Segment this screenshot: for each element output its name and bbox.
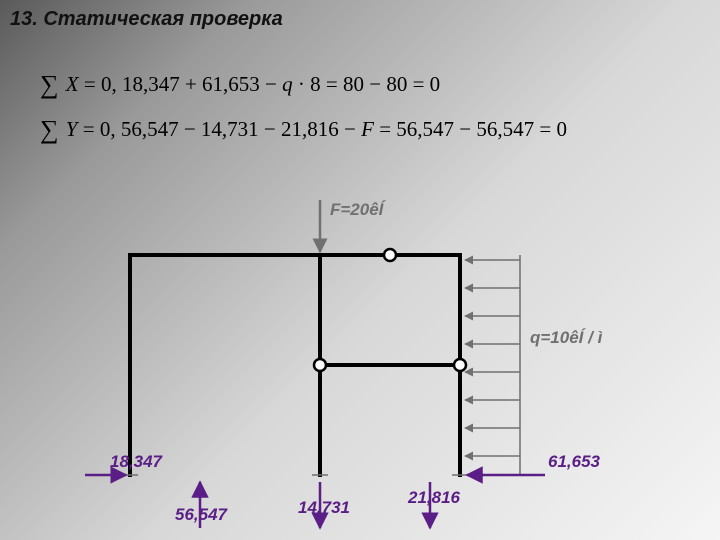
structure-diagram [0,0,720,540]
label-reaction-left-y: 56,547 [175,505,227,525]
label-reaction-mid: 14,731 [298,498,350,518]
label-load-q: q=10êÍ / ì [530,328,602,348]
label-reaction-right-y: 21,816 [408,488,460,508]
label-reaction-right-x: 61,653 [548,452,600,472]
label-reaction-left-x: 18,347 [110,452,162,472]
label-force-f: F=20êÍ [330,200,383,220]
